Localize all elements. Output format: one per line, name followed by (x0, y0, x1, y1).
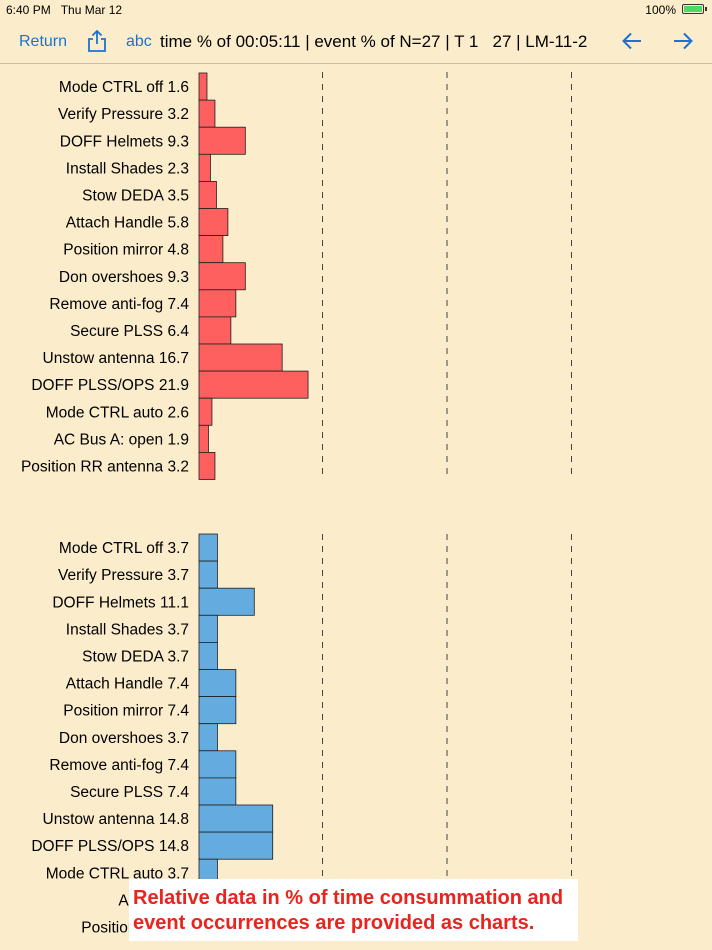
chart2-category-label: Position mirror 7.4 (63, 703, 189, 720)
chart1-bar (198, 153, 211, 182)
chart2-bar (198, 587, 255, 616)
chart2-category-label: Secure PLSS 7.4 (70, 784, 189, 801)
chart1-category-label: Install Shades 2.3 (66, 160, 189, 177)
chart1-category-label: DOFF Helmets 9.3 (60, 133, 189, 150)
chart1-category-label: Position RR antenna 3.2 (21, 458, 189, 475)
chart2-category-label: Mode CTRL auto 3.7 (46, 865, 189, 882)
chart2-bar (198, 669, 237, 698)
battery-icon (682, 4, 707, 14)
status-bar: 6:40 PM Thu Mar 12 100% (0, 0, 712, 20)
chart1-bar (198, 289, 237, 318)
chart1-bar (198, 99, 216, 128)
chart1-category-label: Remove anti-fog 7.4 (49, 296, 189, 313)
chart2-bar (198, 533, 218, 562)
chart1-category-label: DOFF PLSS/OPS 21.9 (31, 377, 189, 394)
chart2-category-label: Remove anti-fog 7.4 (49, 757, 189, 774)
chart1-category-label: Don overshoes 9.3 (59, 269, 189, 286)
chart2-category-label: Stow DEDA 3.7 (82, 648, 189, 665)
status-date: Thu Mar 12 (60, 3, 123, 17)
chart1-category-label: Mode CTRL off 1.6 (59, 79, 189, 96)
chart2-category-label: Don overshoes 3.7 (59, 730, 189, 747)
chart2-category-label: Install Shades 3.7 (66, 621, 189, 638)
chart1-bar (198, 397, 213, 426)
caption-banner: Relative data in % of time consummation … (129, 879, 578, 941)
arrow-left-icon[interactable] (621, 29, 643, 53)
chart1-bar (198, 451, 216, 480)
chart1-category-label: Position mirror 4.8 (63, 242, 189, 259)
chart1-bar (198, 235, 224, 264)
chart1-category-label: Secure PLSS 6.4 (70, 323, 189, 340)
arrow-right-icon[interactable] (672, 29, 694, 53)
chart2-bar (198, 614, 218, 643)
chart1-bar (198, 316, 232, 345)
chart1-bar (198, 208, 229, 237)
chart2-bar (198, 777, 237, 806)
chart2-bar (198, 696, 237, 725)
chart2-bar (198, 750, 237, 779)
page-title: time % of 00:05:11 | event % of N=27 | T… (160, 32, 588, 51)
chart1-category-label: Stow DEDA 3.5 (82, 187, 189, 204)
chart2-bar (198, 723, 218, 752)
caption-line-2: event occurrences are provided as charts… (133, 912, 535, 934)
chart1-bar (198, 343, 283, 372)
chart2-category-label: Attach Handle 7.4 (66, 676, 190, 693)
chart2-category-label: Unstow antenna 14.8 (43, 811, 190, 828)
chart1-bar (198, 180, 217, 209)
chart1-category-label: AC Bus A: open 1.9 (54, 431, 189, 448)
chart2-category-label: Mode CTRL off 3.7 (59, 540, 189, 557)
chart1-bar (198, 72, 208, 101)
chart2-bar (198, 560, 218, 589)
chart2-bar (198, 804, 274, 833)
chart2-category-label: DOFF Helmets 11.1 (52, 594, 189, 611)
abc-button[interactable]: abc (126, 33, 152, 50)
chart1-category-label: Unstow antenna 16.7 (43, 350, 190, 367)
chart2-bar (198, 642, 218, 670)
caption-line-1: Relative data in % of time consummation … (133, 887, 564, 909)
chart2-bar (198, 831, 274, 860)
chart2-category-label: DOFF PLSS/OPS 14.8 (31, 838, 189, 855)
chart1-category-label: Verify Pressure 3.2 (58, 106, 189, 123)
return-button[interactable]: Return (19, 33, 68, 50)
chart1-category-label: Attach Handle 5.8 (66, 215, 189, 232)
chart1-bar (198, 424, 209, 453)
status-time: 6:40 PM Thu Mar 12 (6, 3, 123, 17)
chart1-bar (198, 126, 246, 155)
battery-percent: 100% (645, 3, 676, 17)
chart2-category-label: Verify Pressure 3.7 (58, 567, 189, 584)
share-icon[interactable] (86, 29, 108, 53)
chart1-bar (198, 370, 309, 399)
chart1-category-label: Mode CTRL auto 2.6 (46, 404, 189, 421)
chart1-bar (198, 262, 246, 291)
nav-bar: Return abc time % of 00:05:11 | event % … (0, 20, 712, 64)
